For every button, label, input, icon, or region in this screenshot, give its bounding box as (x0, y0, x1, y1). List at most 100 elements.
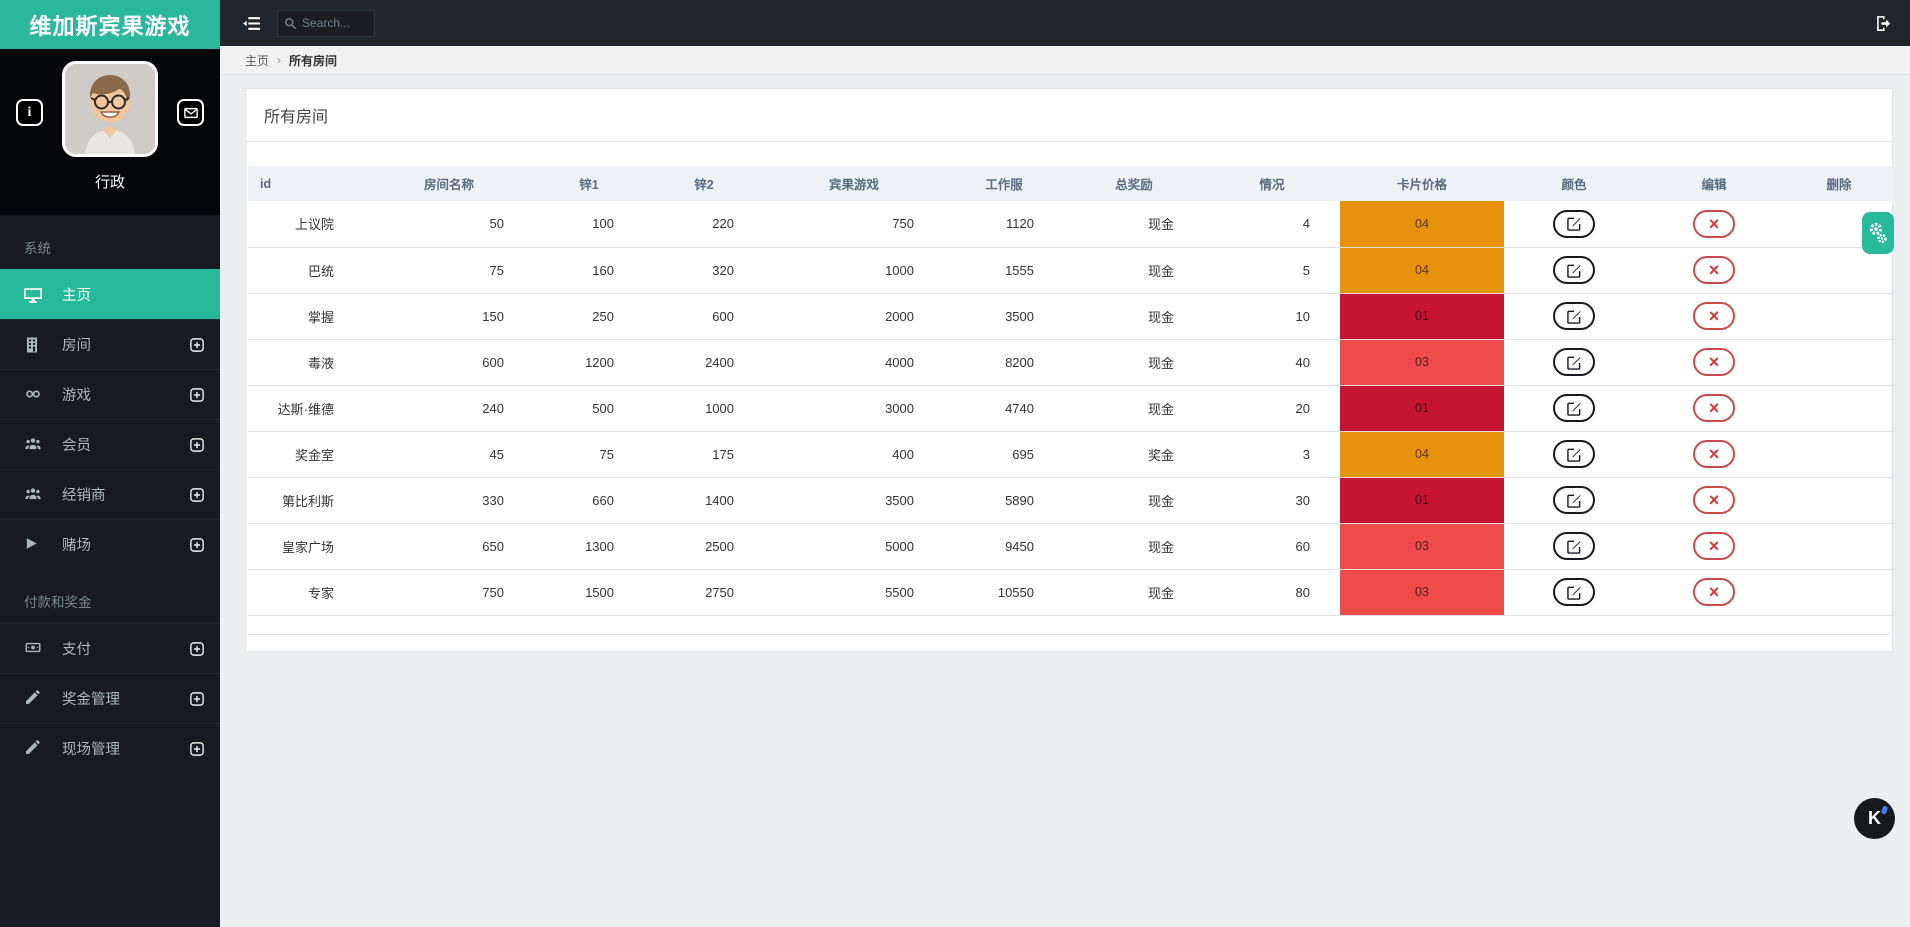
cell-edit-action: × (1644, 569, 1784, 616)
cell-room-name: 150 (364, 293, 534, 340)
cell-workwear: 8200 (944, 339, 1064, 386)
sidebar-item-games[interactable]: 游戏 (0, 369, 220, 419)
cell-workwear: 4740 (944, 385, 1064, 432)
sidebar-item-live-management[interactable]: 现场管理 (0, 723, 220, 773)
rooms-table: id 房间名称 锌1 锌2 宾果游戏 工作服 总奖励 情况 卡片价格 颜色 编辑 删除 上议院 50 10… (248, 166, 1894, 616)
cell-zinc2: 2750 (644, 569, 764, 616)
mail-button[interactable] (177, 99, 204, 126)
users-icon (24, 436, 42, 454)
delete-room-button[interactable]: × (1693, 209, 1735, 238)
sidebar-item-bonus-management[interactable]: 奖金管理 (0, 673, 220, 723)
delete-room-button[interactable]: × (1693, 394, 1735, 422)
sidebar-item-label: 支付 (62, 642, 91, 658)
profile-name: 行政 (94, 174, 125, 191)
cell-total-prize: 现金 (1064, 247, 1204, 294)
play-icon (24, 536, 42, 554)
pencil-square-icon (1566, 447, 1582, 462)
desktop-icon (24, 286, 42, 304)
cell-room-name: 240 (364, 385, 534, 432)
table-row: 上议院 50 100 220 750 1120 现金 4 04 × (248, 201, 1894, 248)
delete-room-button[interactable]: × (1693, 578, 1735, 606)
cell-id: 毒液 (248, 339, 364, 386)
info-button[interactable]: i (16, 99, 43, 126)
sidebar-item-payments[interactable]: 支付 (0, 623, 220, 673)
expand-plus-icon[interactable] (190, 487, 204, 502)
expand-plus-icon[interactable] (190, 337, 204, 352)
settings-button[interactable] (1862, 212, 1894, 254)
edit-room-button[interactable] (1553, 256, 1595, 284)
brand-badge[interactable]: K (1854, 798, 1895, 839)
breadcrumb-home-link[interactable]: 主页 (245, 53, 270, 68)
sidebar-item-label: 主页 (62, 288, 91, 304)
sidebar-toggle-button[interactable] (242, 16, 261, 31)
delete-room-button[interactable]: × (1693, 532, 1735, 560)
logout-button[interactable] (1875, 15, 1892, 32)
cell-zinc2: 220 (644, 201, 764, 248)
expand-plus-icon[interactable] (190, 691, 204, 706)
expand-plus-icon[interactable] (190, 387, 204, 402)
cell-total-prize: 现金 (1064, 201, 1204, 248)
column-header: 情况 (1204, 166, 1340, 201)
cell-id: 第比利斯 (248, 477, 364, 524)
breadcrumb-separator: › (277, 53, 282, 67)
gamepad-icon (24, 386, 42, 404)
table-header: id 房间名称 锌1 锌2 宾果游戏 工作服 总奖励 情况 卡片价格 颜色 编辑 删除 (248, 166, 1894, 201)
cell-bingo: 1000 (764, 247, 944, 294)
edit-room-button[interactable] (1553, 302, 1595, 330)
edit-room-button[interactable] (1553, 348, 1595, 376)
cell-color-action (1504, 201, 1644, 248)
cell-bingo: 4000 (764, 339, 944, 386)
cell-zinc1: 1300 (534, 523, 644, 570)
cell-zinc1: 160 (534, 247, 644, 294)
cell-id: 皇家广场 (248, 523, 364, 570)
cell-status: 20 (1204, 385, 1340, 432)
delete-room-button[interactable]: × (1693, 486, 1735, 514)
cell-status: 30 (1204, 477, 1340, 524)
delete-room-button[interactable]: × (1693, 348, 1735, 376)
cell-card-price: 03 (1340, 569, 1504, 616)
sidebar-item-home[interactable]: 主页 (0, 269, 220, 319)
edit-room-button[interactable] (1553, 578, 1595, 606)
cell-delete (1784, 431, 1894, 478)
cell-total-prize: 现金 (1064, 569, 1204, 616)
breadcrumb-current: 所有房间 (289, 53, 338, 68)
edit-room-button[interactable] (1553, 394, 1595, 422)
sidebar-item-dealers[interactable]: 经销商 (0, 469, 220, 519)
edit-room-button[interactable] (1553, 440, 1595, 468)
page-title: 所有房间 (246, 89, 1892, 142)
cell-card-price: 01 (1340, 385, 1504, 432)
sidebar-item-members[interactable]: 会员 (0, 419, 220, 469)
cell-zinc1: 660 (534, 477, 644, 524)
column-header: 锌2 (644, 166, 764, 201)
edit-room-button[interactable] (1553, 532, 1595, 560)
edit-room-button[interactable] (1553, 209, 1595, 238)
expand-plus-icon[interactable] (190, 641, 204, 656)
cell-workwear: 9450 (944, 523, 1064, 570)
cell-status: 5 (1204, 247, 1340, 294)
search-input[interactable] (302, 16, 366, 30)
table-row: 皇家广场 650 1300 2500 5000 9450 现金 60 03 × (248, 523, 1894, 570)
expand-plus-icon[interactable] (190, 537, 204, 552)
sidebar-item-rooms[interactable]: 房间 (0, 319, 220, 369)
pencil-square-icon (1566, 355, 1582, 370)
gears-icon (1869, 222, 1887, 244)
edit-room-button[interactable] (1553, 486, 1595, 514)
delete-room-button[interactable]: × (1693, 440, 1735, 468)
cell-status: 10 (1204, 293, 1340, 340)
brand-badge-letter: K (1868, 808, 1881, 828)
sidebar-item-casino[interactable]: 赌场 (0, 519, 220, 569)
rooms-card-body: id 房间名称 锌1 锌2 宾果游戏 工作服 总奖励 情况 卡片价格 颜色 编辑 删除 上议院 50 10… (246, 142, 1894, 651)
cell-workwear: 1555 (944, 247, 1064, 294)
cell-color-action (1504, 339, 1644, 386)
expand-plus-icon[interactable] (190, 437, 204, 452)
expand-plus-icon[interactable] (190, 741, 204, 756)
delete-room-button[interactable]: × (1693, 302, 1735, 330)
table-row: 掌握 150 250 600 2000 3500 现金 10 01 × (248, 293, 1894, 340)
cell-id: 掌握 (248, 293, 364, 340)
x-icon: × (1708, 306, 1720, 326)
cell-workwear: 3500 (944, 293, 1064, 340)
cell-status: 3 (1204, 431, 1340, 478)
cell-delete (1784, 477, 1894, 524)
delete-room-button[interactable]: × (1693, 256, 1735, 284)
cell-status: 40 (1204, 339, 1340, 386)
